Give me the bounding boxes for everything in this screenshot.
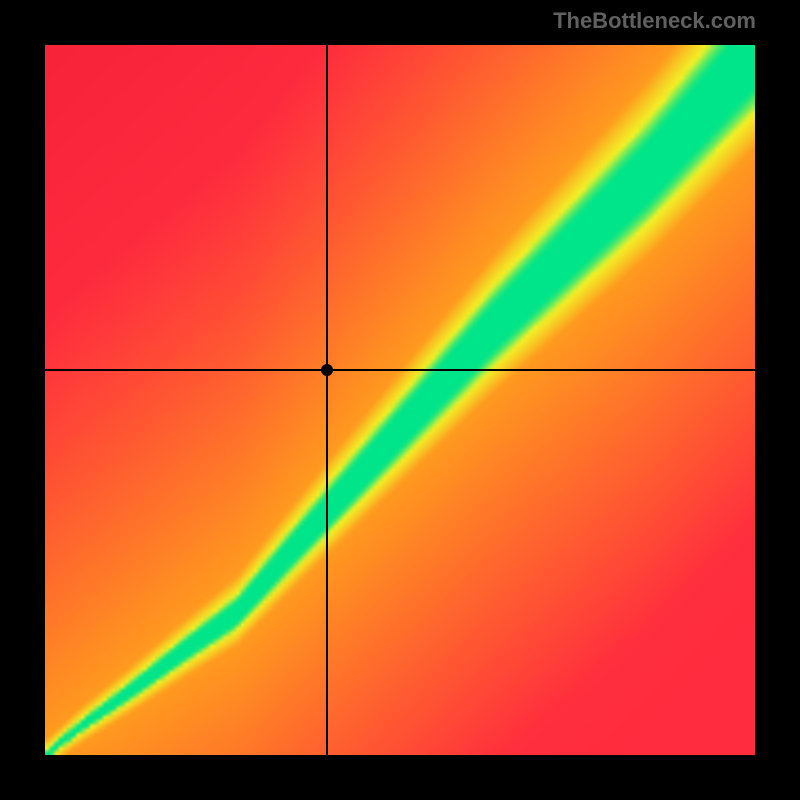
crosshair-horizontal	[45, 369, 755, 371]
crosshair-vertical	[326, 45, 328, 755]
crosshair-marker	[321, 364, 333, 376]
watermark-text: TheBottleneck.com	[553, 8, 756, 34]
bottleneck-heatmap	[45, 45, 755, 755]
